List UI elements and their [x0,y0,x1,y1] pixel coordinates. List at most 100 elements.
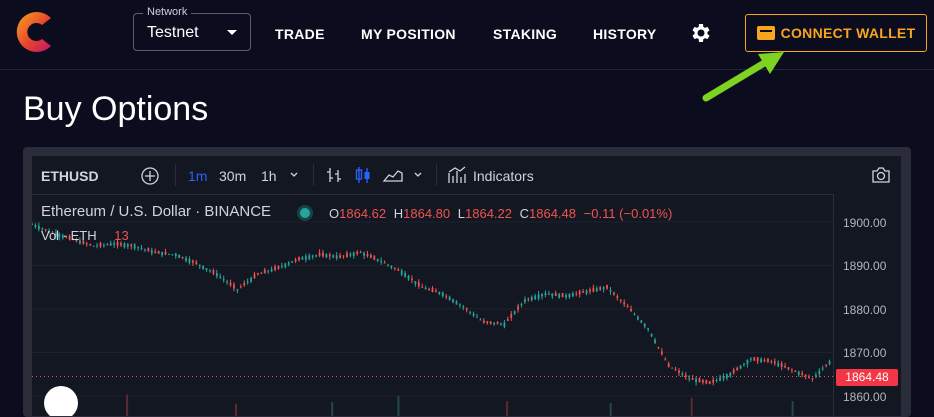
candle-body [462,306,465,308]
camera-icon[interactable] [870,165,892,185]
volume-bar [609,403,612,416]
indicators-button[interactable]: Indicators [473,168,534,184]
candle-body [660,351,663,355]
candle-body [55,232,57,237]
price-chart[interactable]: ETHUSD 1m 30m 1h Indicators [32,156,901,416]
candle-body [236,289,239,291]
candle-body [544,292,547,296]
chevron-down-icon[interactable] [413,170,423,180]
candle-body [725,374,728,379]
candle-body [640,320,643,323]
price-axis[interactable]: 1900.00 1890.00 1880.00 1870.00 1860.00 … [833,194,901,416]
candle-body [144,249,146,251]
candle-body [537,294,540,299]
compare-add-icon[interactable] [140,166,160,186]
candle-body [161,251,163,256]
candle-body [274,266,276,271]
candle-body [797,371,800,375]
candle-body [346,252,348,257]
candle-body [294,259,297,262]
candle-body [363,252,365,256]
candle-body [688,378,691,380]
candle-body [558,293,561,298]
candle-body [681,373,684,376]
network-select[interactable]: Network Testnet [133,6,251,51]
candle-body [613,292,615,295]
candle-body [592,287,595,292]
candle-body [304,256,307,260]
ohlc-readout: O1864.62 H1864.80 L1864.22 C1864.48 −0.1… [329,206,672,221]
candle-body [44,229,47,231]
candle-body [257,273,259,275]
candle-body [315,255,318,257]
candle-body [109,243,112,246]
candle-body [517,306,519,310]
candle-body [68,235,71,240]
caret-down-icon [227,30,237,35]
candle-body [373,256,376,260]
volume-bar [126,394,129,416]
candle-body [547,293,550,295]
candle-body [328,254,331,257]
area-chart-icon[interactable] [382,165,404,185]
candle-body [65,236,68,238]
indicators-icon[interactable] [447,165,467,185]
candle-body [482,320,485,323]
candle-body [654,339,656,344]
candle-body [804,374,807,377]
candle-body [773,361,776,364]
axis-tick-label: 1870.00 [843,346,887,360]
symbol-search[interactable]: ETHUSD [41,168,99,184]
volume-bar [331,402,334,416]
candle-body [698,378,701,383]
candle-body [650,333,653,337]
candle-body [417,282,420,287]
price-plot[interactable] [32,194,833,416]
connect-wallet-label: CONNECT WALLET [780,25,916,41]
nav-staking[interactable]: STAKING [493,26,558,42]
candle-body [298,256,300,261]
candle-body [657,347,660,349]
candle-body [753,357,756,361]
bars-chart-icon[interactable] [324,165,344,185]
candle-body [246,281,249,283]
candle-body [719,377,721,381]
candle-body [168,253,170,255]
candle-body [120,243,122,246]
candle-body [763,360,766,362]
nav-my-position[interactable]: MY POSITION [361,26,456,42]
candle-body [239,286,242,288]
volume-label: Vol · ETH [41,228,97,243]
candle-body [407,275,410,280]
candle-body [582,291,585,293]
candle-body [58,233,61,238]
candle-body [732,369,735,373]
volume-bar [234,403,237,416]
candle-body [616,295,619,298]
chevron-down-icon[interactable] [289,170,299,180]
candle-body [287,262,290,265]
interval-30m[interactable]: 30m [219,168,247,184]
candle-body [37,225,40,230]
candle-body [113,243,116,245]
interval-1h[interactable]: 1h [261,168,277,184]
candle-body [513,311,516,314]
candle-body [150,250,153,254]
nav-history[interactable]: HISTORY [593,26,657,42]
candle-body [366,254,369,257]
interval-1m[interactable]: 1m [188,168,208,184]
candle-body [318,252,321,256]
candle-body [705,380,708,384]
symbol-legend: Ethereum / U.S. Dollar · BINANCE [41,203,272,220]
connect-wallet-button[interactable]: CONNECT WALLET [745,14,927,52]
app-logo[interactable] [8,6,60,58]
tradingview-logo[interactable] [44,386,78,416]
network-label: Network [143,6,192,18]
candle-body [541,294,543,297]
candles-chart-icon[interactable] [353,165,373,185]
page-title: Buy Options [23,90,209,128]
nav-trade[interactable]: TRADE [275,26,325,42]
candle-body [191,260,194,263]
candle-body [123,243,126,248]
gear-icon[interactable] [689,21,713,45]
